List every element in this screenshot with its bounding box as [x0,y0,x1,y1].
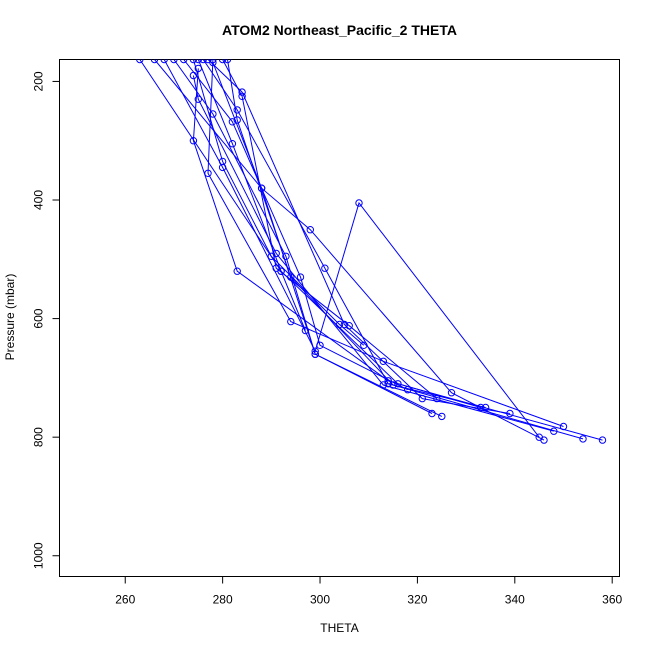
data-point [194,95,203,103]
y-tick-label: 800 [32,427,46,447]
series-line [192,68,481,408]
data-point [477,403,485,412]
data-point [204,59,212,64]
x-tick-label: 340 [505,593,525,607]
series-14 [189,71,558,435]
x-axis: 260 280 300 320 340 360 [115,576,623,607]
data-point [228,140,237,148]
data-point [218,59,227,64]
series-line [173,59,433,414]
data-point [306,226,314,234]
series-layer [136,59,607,444]
data-point [296,273,305,281]
data-point [579,435,587,443]
y-tick-label: 400 [32,190,46,210]
data-point [136,59,144,64]
data-point [311,350,319,358]
data-point [287,317,295,326]
data-point [257,184,266,192]
data-point [233,106,241,114]
data-point [209,59,217,67]
data-point [160,59,168,64]
series-line [207,59,564,427]
x-tick-label: 320 [407,593,427,607]
data-point [150,59,159,64]
series-line [202,59,486,408]
y-axis-label: Pressure (mbar) [3,274,17,361]
data-point [355,199,363,207]
data-point [233,116,241,124]
x-tick-label: 300 [310,593,330,607]
series-13 [189,64,485,412]
data-point [189,137,198,145]
data-point [287,273,295,281]
y-tick-label: 200 [32,71,46,91]
x-tick-label: 360 [602,593,622,607]
data-point [272,264,280,272]
plot-box [59,59,620,577]
y-tick-label: 1000 [32,542,46,569]
data-point [282,252,290,260]
data-point [559,422,568,431]
data-point [189,59,198,64]
data-point [180,59,188,64]
data-point [438,412,446,421]
data-point [481,403,490,412]
y-axis: 200 400 600 800 1000 [32,71,60,569]
data-point [194,59,202,64]
data-point [384,377,392,385]
series-line [192,75,554,432]
data-point [321,264,329,272]
chart-title: ATOM2 Northeast_Pacific_2 THETA [222,22,457,38]
data-point [218,157,227,166]
y-tick-label: 600 [32,308,46,328]
data-point [238,92,246,101]
data-point [345,322,353,330]
data-point [189,71,198,80]
x-tick-label: 280 [213,593,233,607]
x-tick-label: 260 [115,593,135,607]
data-point [199,59,207,64]
data-point [379,357,387,365]
series-line [222,59,438,399]
data-point [170,59,178,64]
data-point [233,267,241,275]
data-point [394,380,402,388]
data-point [223,59,232,64]
data-point [535,433,543,441]
data-point [209,110,217,118]
data-point [598,436,607,444]
data-point [194,64,203,73]
data-point [550,427,558,435]
data-point [272,249,280,258]
data-point [506,409,514,418]
x-axis-label: THETA [320,621,358,635]
series-15 [209,59,446,421]
data-point [316,341,324,349]
series-line [212,62,443,417]
data-point [447,389,456,397]
series-line [183,59,408,391]
